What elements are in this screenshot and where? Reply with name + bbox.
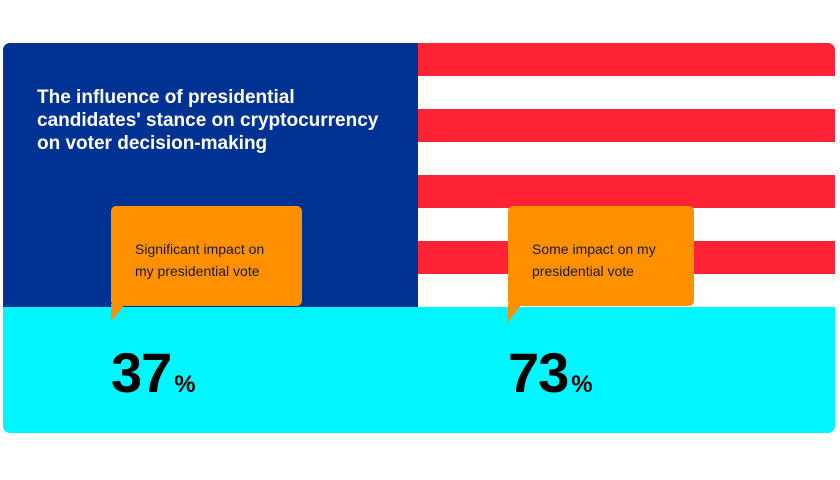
infographic-card: The influence of presidential candidates… <box>3 43 835 433</box>
stat-significant-impact: 37% <box>111 340 196 405</box>
value-label-some-impact: 73 <box>508 341 569 404</box>
stat-some-impact: 73% <box>508 340 593 405</box>
speech-bubble-tail-icon <box>111 304 125 322</box>
category-label-some-impact: Some impact on my presidential vote <box>532 241 656 279</box>
percent-sign: % <box>571 371 593 398</box>
percent-sign: % <box>174 371 196 398</box>
speech-bubble-some-impact: Some impact on my presidential vote <box>508 206 694 322</box>
category-label-significant-impact: Significant impact on my presidential vo… <box>135 241 265 279</box>
speech-bubble-significant-impact: Significant impact on my presidential vo… <box>111 206 302 322</box>
chart-title: The influence of presidential candidates… <box>37 87 379 154</box>
speech-bubble-tail-icon <box>508 304 522 322</box>
value-label-significant-impact: 37 <box>111 341 172 404</box>
